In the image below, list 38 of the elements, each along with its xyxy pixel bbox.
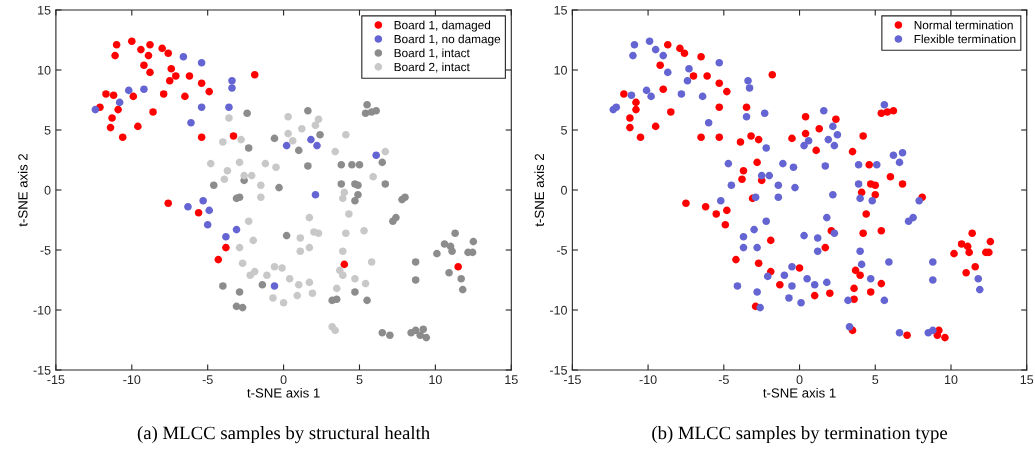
y-tick-label: 0: [561, 185, 568, 195]
legend-label: Board 1, no damage: [394, 34, 501, 46]
x-tick-label: 0: [796, 375, 803, 385]
x-tick-label: -5: [202, 375, 213, 385]
y-axis-title: t-SNE axis 2: [534, 154, 545, 227]
y-tick-label: -10: [33, 305, 51, 315]
y-tick-label: -5: [556, 245, 567, 255]
y-tick-label: -10: [549, 305, 568, 315]
x-tick-label: 15: [1020, 375, 1034, 385]
legend-label: Flexible termination: [914, 34, 1016, 44]
text: (b) MLCC samples by termination type: [652, 426, 948, 444]
x-tick-label: -10: [639, 375, 657, 385]
y-tick-label: 10: [38, 65, 51, 75]
y-tick-label: 15: [38, 5, 51, 15]
y-tick-label: 5: [561, 125, 567, 135]
x-tick-label: 5: [356, 375, 363, 385]
x-tick-label: -5: [718, 375, 729, 385]
legend-label: Board 1, damaged: [394, 20, 491, 32]
legend-label: Board 2, intact: [394, 62, 470, 73]
x-axis-title: t-SNE axis 1: [763, 387, 836, 398]
legend-label: Board 1, intact: [394, 48, 470, 59]
x-tick-label: 5: [872, 375, 879, 385]
text: (a) MLCC samples by structural health: [137, 426, 430, 444]
x-tick-label: 10: [429, 375, 442, 385]
y-tick-label: -15: [549, 365, 567, 375]
x-tick-label: 10: [944, 375, 958, 385]
y-tick-label: 15: [554, 5, 567, 15]
y-tick-label: 5: [44, 125, 51, 135]
y-axis-title: t-SNE axis 2: [17, 154, 28, 227]
x-tick-label: 15: [505, 375, 518, 385]
y-tick-label: -15: [33, 365, 51, 375]
x-tick-label: 0: [280, 375, 287, 385]
legend-label: Normal termination: [914, 20, 1013, 30]
y-tick-label: 10: [554, 65, 568, 75]
x-tick-label: -10: [123, 375, 141, 385]
y-tick-label: -5: [40, 245, 51, 255]
y-tick-label: 0: [44, 185, 51, 195]
x-axis-title: t-SNE axis 1: [247, 387, 320, 398]
